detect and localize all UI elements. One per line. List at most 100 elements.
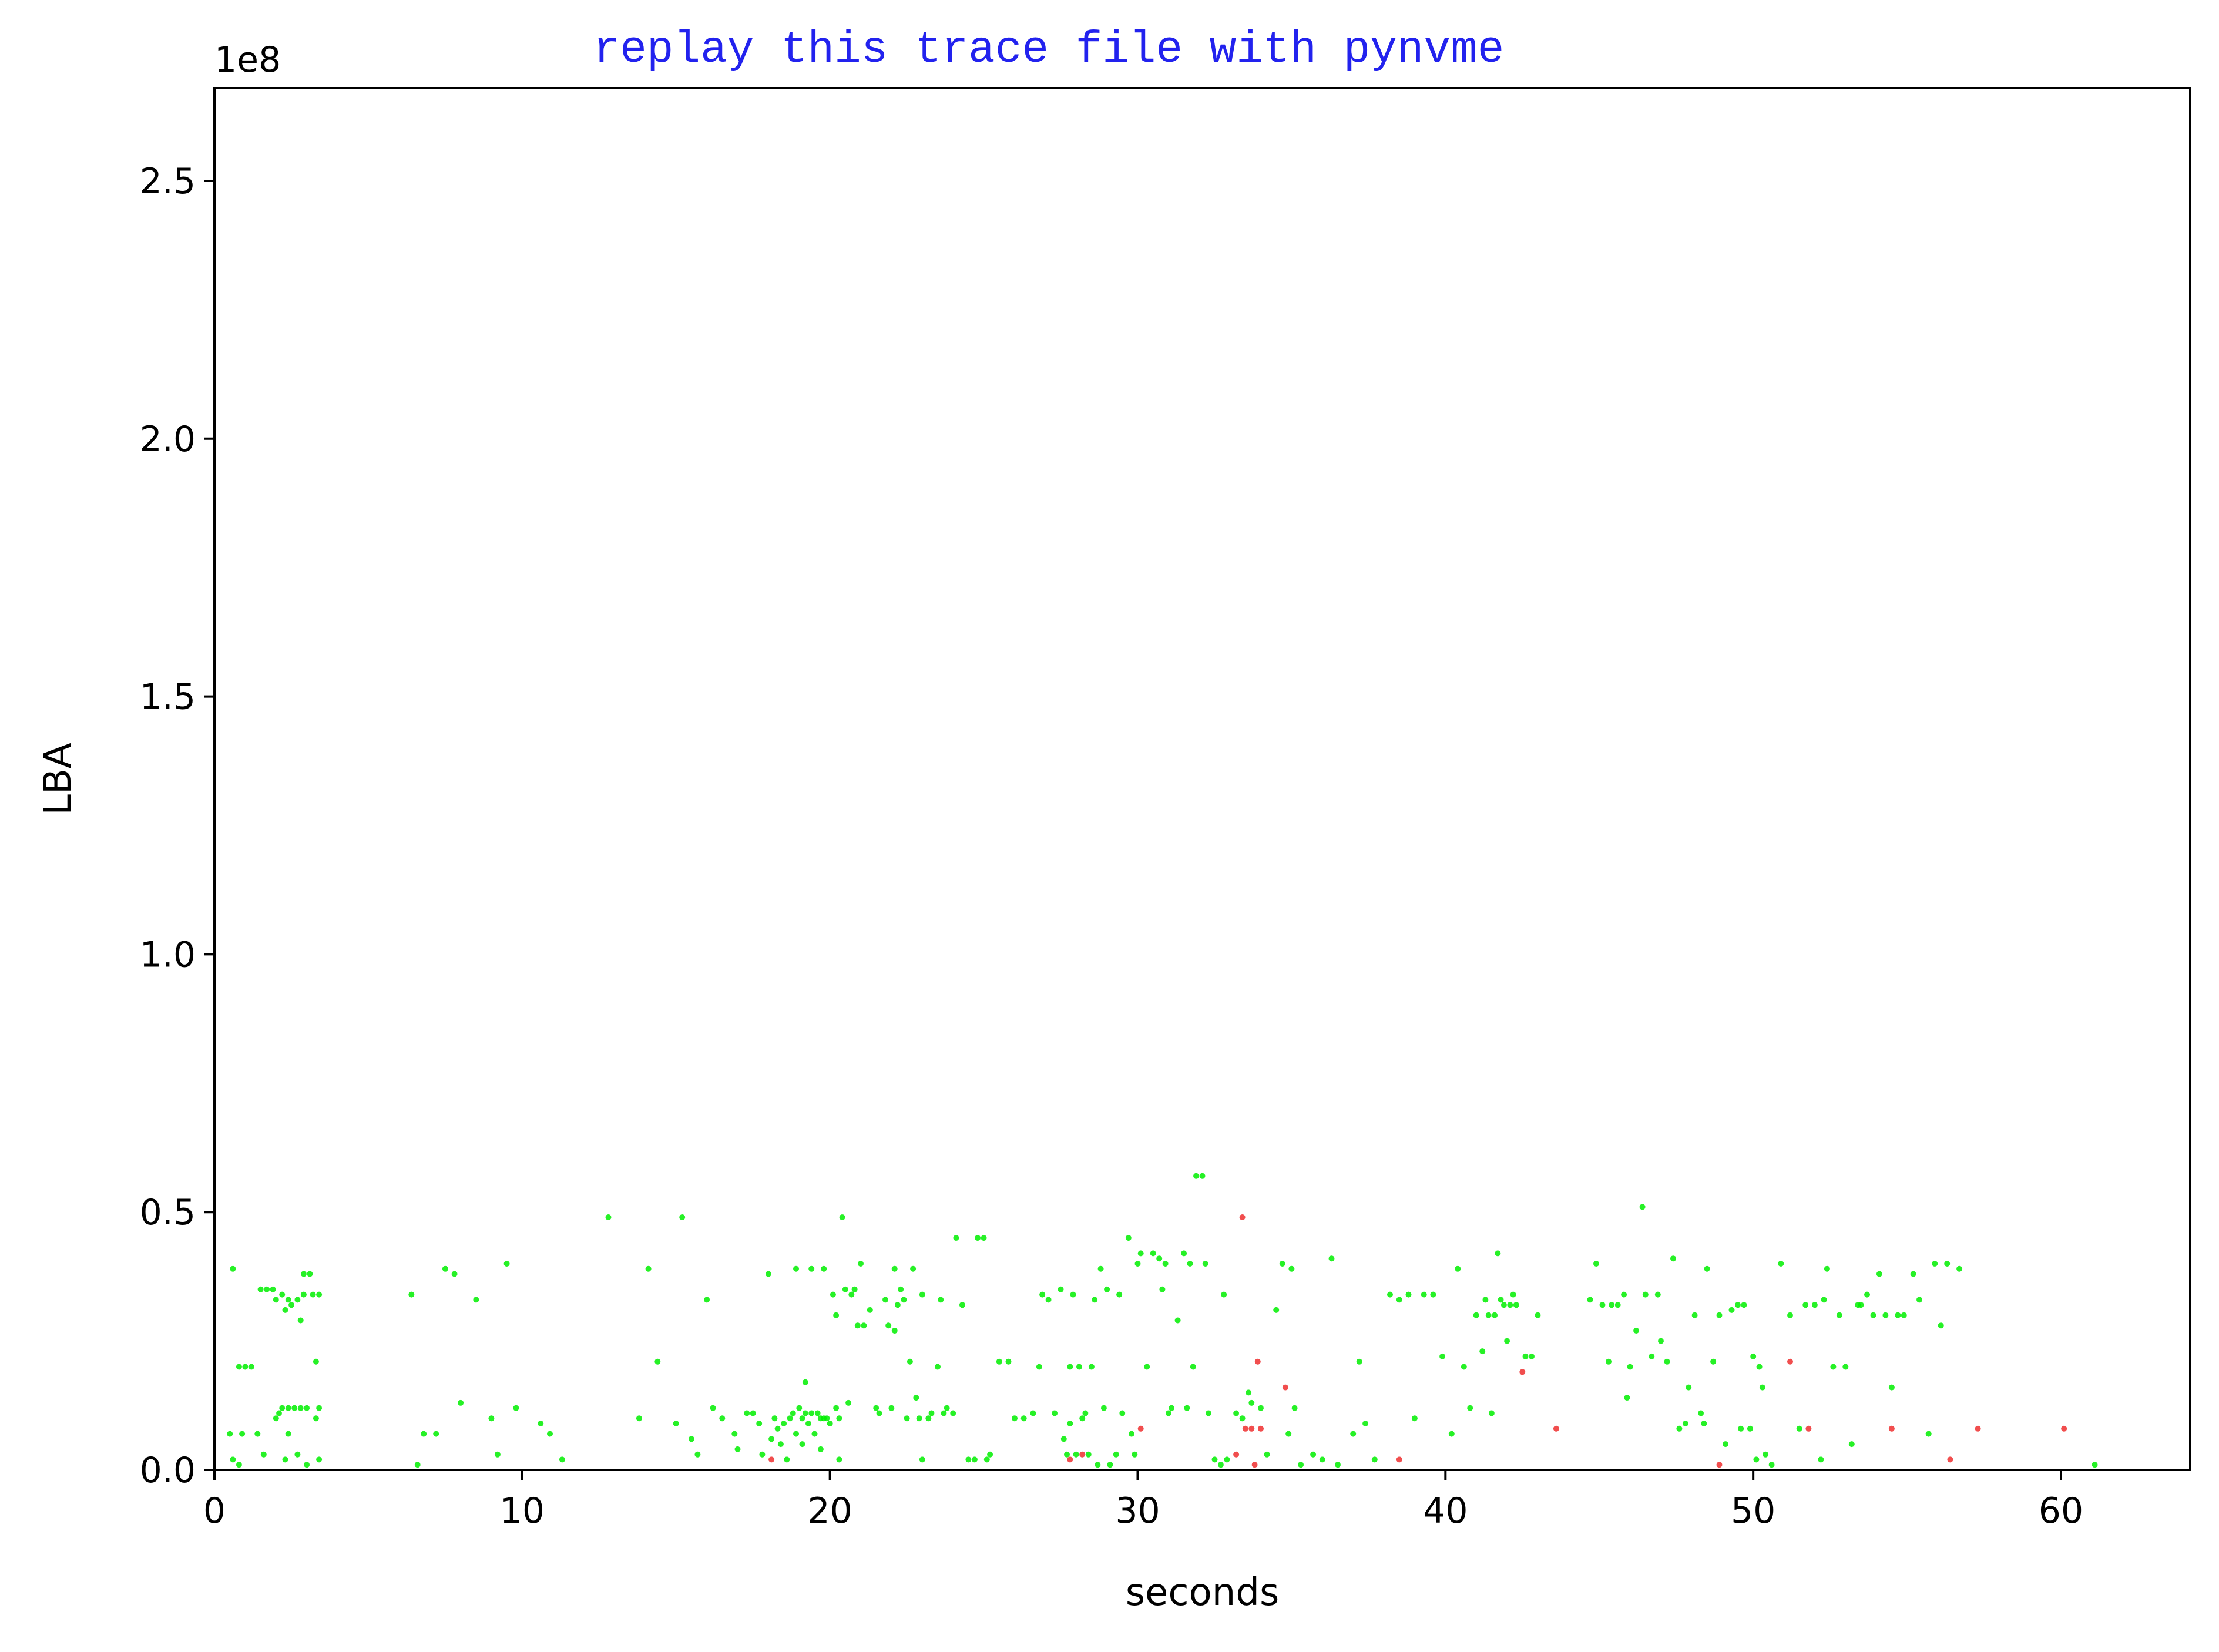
data-point [1100,1405,1107,1411]
data-point [288,1302,294,1308]
data-point [916,1415,922,1422]
data-point [230,1456,236,1463]
data-point [1870,1312,1876,1318]
data-point [236,1364,242,1370]
data-point [1217,1462,1224,1468]
data-point [304,1462,310,1468]
data-point [1932,1261,1938,1267]
x-tick-label: 50 [1731,1490,1775,1532]
data-point [1821,1297,1827,1303]
data-point [1076,1364,1082,1370]
data-point [1107,1462,1113,1468]
data-point [1614,1302,1621,1308]
data-point [1248,1425,1255,1432]
data-point [1125,1235,1132,1241]
data-point [421,1431,427,1437]
data-point [313,1358,319,1365]
data-point [1104,1286,1110,1292]
data-point [756,1421,763,1426]
data-point [1144,1364,1150,1370]
data-point [645,1265,652,1272]
data-point [894,1302,901,1308]
data-point [928,1410,935,1416]
data-point [953,1235,959,1241]
data-point [1473,1312,1479,1318]
data-point [442,1265,448,1272]
data-point [1658,1338,1664,1344]
data-point [260,1451,267,1458]
data-point [1224,1456,1230,1463]
data-point [1495,1250,1501,1257]
data-point [1864,1291,1870,1298]
data-point [1599,1302,1606,1308]
data-point [316,1456,323,1463]
x-tick-label: 60 [2039,1490,2083,1532]
data-point [1092,1297,1098,1303]
data-point [1593,1261,1599,1267]
data-point [1273,1307,1280,1313]
data-point [983,1456,990,1463]
data-point [845,1399,852,1406]
data-point [559,1456,565,1463]
data-point [1233,1410,1240,1416]
data-point [1060,1436,1067,1442]
data-point [1778,1261,1784,1267]
data-point [1279,1261,1285,1267]
data-point [965,1456,972,1463]
data-point [242,1364,249,1370]
data-point [236,1462,242,1468]
data-point [636,1415,642,1422]
data-point [981,1235,987,1241]
data-point [1199,1173,1206,1179]
data-point [891,1265,898,1272]
data-point [1830,1364,1837,1370]
data-point [830,1291,836,1298]
data-point [1842,1364,1849,1370]
data-point [827,1421,833,1426]
data-point [1738,1425,1744,1432]
data-point [1356,1358,1362,1365]
data-point [750,1410,756,1416]
data-point [734,1446,741,1452]
data-point [1876,1271,1882,1277]
data-point [858,1261,864,1267]
data-point [408,1291,415,1298]
data-point [839,1214,845,1220]
data-point [1190,1364,1196,1370]
data-point [1156,1255,1163,1262]
data-point [1479,1348,1486,1355]
data-point [1169,1405,1175,1411]
data-point [1818,1456,1824,1463]
data-point [1492,1312,1498,1318]
data-point [1396,1297,1402,1303]
data-point [901,1297,907,1303]
data-point [1396,1456,1402,1463]
data-point [1482,1297,1489,1303]
data-point [1956,1265,1963,1272]
data-point [294,1451,301,1458]
data-point [1251,1462,1258,1468]
data-point [285,1405,291,1411]
data-point [1079,1415,1086,1422]
data-point [1184,1405,1190,1411]
data-point [1504,1338,1510,1344]
data-point [904,1415,910,1422]
data-point [867,1307,873,1313]
data-point [1193,1173,1199,1179]
data-point [885,1322,892,1329]
data-point [285,1431,291,1437]
data-point [821,1265,827,1272]
data-point [291,1405,298,1411]
data-point [1750,1353,1757,1359]
data-point [503,1261,510,1267]
data-point [1258,1425,1264,1432]
x-tick-label: 0 [203,1490,226,1532]
data-point [1129,1431,1134,1437]
data-point [1088,1364,1095,1370]
data-point [971,1456,978,1463]
data-point [285,1297,291,1303]
data-point [1202,1261,1208,1267]
data-point [673,1421,679,1426]
data-point [1421,1291,1427,1298]
data-point [1735,1302,1741,1308]
